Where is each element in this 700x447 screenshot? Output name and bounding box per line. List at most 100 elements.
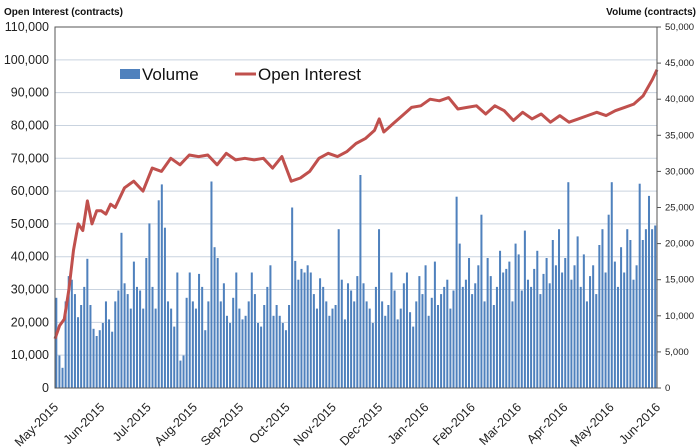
left-tick-label: 100,000 xyxy=(4,53,49,67)
volume-bar xyxy=(561,272,564,388)
volume-bar xyxy=(520,290,523,388)
volume-bar xyxy=(244,315,247,388)
right-tick-label: 0 xyxy=(665,383,670,394)
volume-bar xyxy=(148,223,151,388)
legend: Volume Open Interest xyxy=(120,65,361,84)
volume-bar xyxy=(260,326,263,388)
volume-bar xyxy=(272,315,275,388)
volume-bar xyxy=(284,330,287,388)
volume-bar xyxy=(154,308,157,388)
volume-bar xyxy=(188,272,191,388)
volume-bar xyxy=(346,283,350,388)
volume-bar xyxy=(384,315,387,388)
volume-bar xyxy=(126,294,129,388)
volume-bar xyxy=(464,279,467,388)
volume-bar xyxy=(95,336,98,388)
volume-bar xyxy=(114,301,117,388)
volume-bar xyxy=(58,355,61,388)
volume-bar xyxy=(502,272,505,388)
volume-bar xyxy=(331,308,334,388)
volume-bar xyxy=(495,286,498,388)
volume-bar xyxy=(483,301,486,388)
volume-bar xyxy=(111,331,114,388)
volume-bar xyxy=(67,276,70,388)
volume-bar xyxy=(452,290,455,388)
volume-bar xyxy=(89,305,92,388)
volume-bar xyxy=(620,247,623,388)
volume-bar xyxy=(461,286,464,388)
volume-bar xyxy=(160,184,163,388)
volume-bar xyxy=(142,308,145,388)
volume-bar xyxy=(303,272,306,388)
volume-bar xyxy=(440,294,443,388)
volume-bar xyxy=(207,301,210,388)
volume-bar xyxy=(241,319,244,388)
volume-bar xyxy=(601,229,604,388)
volume-bar xyxy=(402,283,405,388)
volume-bar xyxy=(101,323,104,388)
volume-bar xyxy=(157,200,160,388)
volume-bar xyxy=(412,326,415,388)
volume-bar xyxy=(613,261,616,388)
volume-bar xyxy=(225,315,228,388)
volume-bar xyxy=(216,258,219,388)
volume-bar xyxy=(449,308,452,388)
volume-bar xyxy=(353,301,356,388)
right-tick-label: 40,000 xyxy=(665,94,694,105)
right-axis-label: Volume (contracts) xyxy=(606,7,696,18)
x-tick-label: Mar-2016 xyxy=(476,400,524,447)
x-tick-label: May-2016 xyxy=(568,400,617,447)
volume-bar xyxy=(80,305,83,388)
volume-bar xyxy=(257,323,260,388)
x-tick-label: May-2015 xyxy=(12,400,61,447)
volume-bar xyxy=(548,283,551,388)
volume-bar xyxy=(350,290,353,388)
volume-bar xyxy=(626,229,629,388)
volume-bar xyxy=(396,319,399,388)
volume-bar xyxy=(315,308,318,388)
volume-bar xyxy=(455,196,458,388)
volume-bar xyxy=(592,265,595,388)
right-tick-label: 45,000 xyxy=(665,58,694,69)
volume-bar xyxy=(250,272,253,388)
volume-bar xyxy=(132,261,135,388)
volume-bar xyxy=(629,240,632,388)
volume-bar xyxy=(446,279,449,388)
x-tick-label: Feb-2016 xyxy=(430,400,478,447)
volume-bar xyxy=(253,294,256,388)
volume-bar xyxy=(505,268,508,388)
volume-bar xyxy=(468,258,471,388)
volume-bar xyxy=(576,236,579,388)
volume-bar xyxy=(328,315,331,388)
volume-bar xyxy=(623,272,626,388)
volume-bar xyxy=(610,182,613,388)
volume-bar xyxy=(374,286,377,388)
volume-bar xyxy=(542,273,545,388)
volume-bar xyxy=(533,268,536,388)
volume-bars xyxy=(55,175,657,389)
volume-bar xyxy=(598,245,601,388)
volume-bar xyxy=(83,286,86,388)
volume-bar xyxy=(337,229,340,388)
volume-bar xyxy=(294,260,297,388)
volume-bar xyxy=(269,265,272,388)
x-tick-label: Jun-2016 xyxy=(616,400,663,447)
volume-bar xyxy=(489,276,492,388)
volume-bar xyxy=(554,265,557,388)
volume-bar xyxy=(145,258,148,388)
right-tick-label: 15,000 xyxy=(665,275,694,286)
volume-bar xyxy=(98,330,101,388)
volume-bar xyxy=(322,286,325,388)
volume-bar xyxy=(558,229,561,388)
volume-bar xyxy=(641,240,644,388)
x-tick-label: Jan-2016 xyxy=(385,400,432,447)
volume-bar xyxy=(421,294,424,388)
x-tick-label: Apr-2016 xyxy=(524,400,570,446)
volume-bar xyxy=(471,294,474,388)
volume-bar xyxy=(433,261,436,388)
volume-bar xyxy=(306,265,309,388)
left-tick-label: 10,000 xyxy=(11,348,49,362)
volume-bar xyxy=(523,230,526,388)
volume-bar xyxy=(551,240,554,388)
